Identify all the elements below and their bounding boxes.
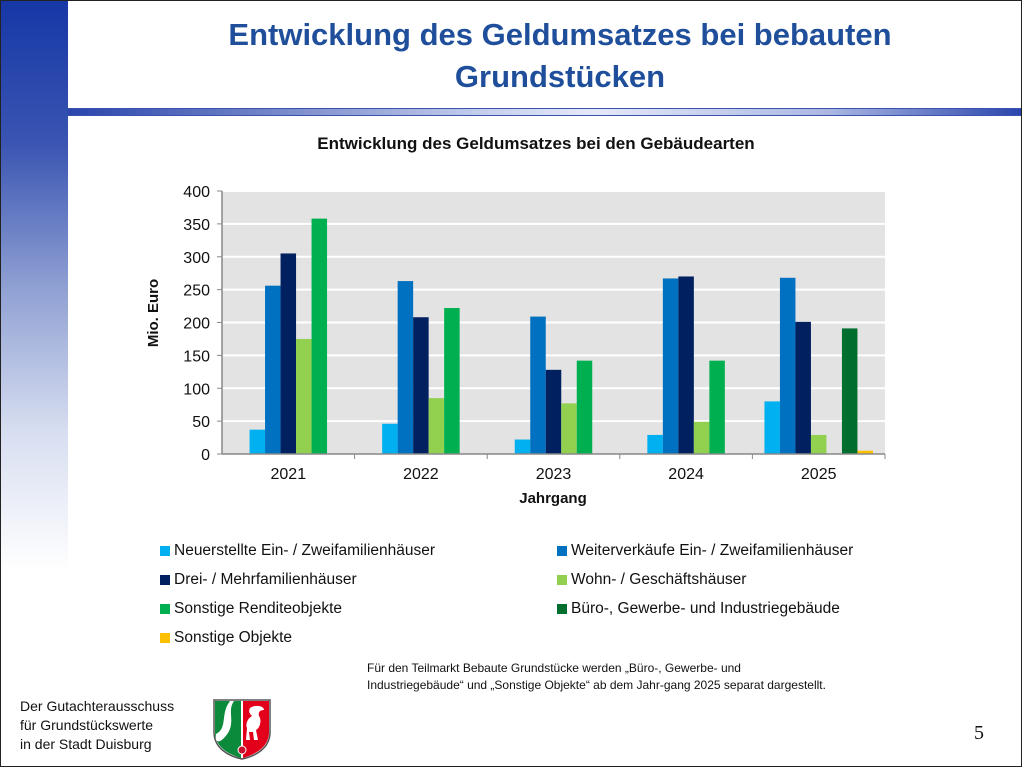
bar-2021-series-4 [311,218,328,454]
org-line3: in der Stadt Duisburg [20,736,152,752]
legend-item: Drei- / Mehrfamilienhäuser [160,571,357,589]
bar-2025-series-5 [841,328,858,454]
legend-swatch [160,546,170,556]
organization-name: Der Gutachterausschuss für Grundstückswe… [20,697,174,754]
bar-2024-series-3 [693,421,710,454]
bar-2022-series-4 [444,308,460,454]
y-axis-label: Mio. Euro [145,279,162,347]
y-tick-label: 150 [183,348,210,365]
legend-item: Sonstige Renditeobjekte [160,600,342,618]
bar-2024-series-1 [662,278,679,454]
y-tick-label: 400 [183,184,210,201]
bar-2021-series-0 [249,429,266,454]
x-tick-label: 2021 [271,466,307,483]
bar-2025-series-0 [764,401,780,454]
legend-item: Weiterverkäufe Ein- / Zweifamilienhäuser [557,542,853,560]
footnote: Für den Teilmarkt Bebaute Grundstücke we… [367,660,826,694]
page-title-line1: Entwicklung des Geldumsatzes bei bebaute… [228,17,892,52]
x-tick-label: 2023 [536,466,572,483]
side-gradient-bar [1,1,68,571]
bar-2021-series-2 [280,253,297,454]
bar-2021-series-3 [296,338,312,454]
page-title-line2: Grundstücken [454,59,666,94]
legend-label: Sonstige Renditeobjekte [174,600,343,617]
footnote-line2: Industriegebäude“ und „Sonstige Objekte“… [367,678,826,692]
y-tick-label: 0 [201,447,210,464]
page-title: Entwicklung des Geldumsatzes bei bebaute… [120,14,1000,98]
bar-2022-series-2 [413,317,429,454]
chart-title: Entwicklung des Geldumsatzes bei den Geb… [317,134,754,153]
bar-2024-series-2 [678,276,694,454]
legend-label: Büro-, Gewerbe- und Industriegebäude [571,600,840,617]
y-tick-label: 200 [183,316,210,333]
y-tick-label: 300 [183,250,210,267]
x-tick-label: 2022 [403,466,439,483]
legend-item: Wohn- / Geschäftshäuser [557,571,746,589]
bar-chart: Entwicklung des Geldumsatzes bei den Geb… [145,134,886,507]
org-line1: Der Gutachterausschuss [20,698,175,714]
bar-2023-series-0 [514,439,531,454]
footnote-line1: Für den Teilmarkt Bebaute Grundstücke we… [367,661,741,675]
bar-2025-series-2 [795,321,811,454]
legend-swatch [557,575,567,585]
legend-item: Neuerstellte Ein- / Zweifamilienhäuser [160,542,435,560]
legend-label: Neuerstellte Ein- / Zweifamilienhäuser [174,542,436,559]
bar-2023-series-4 [576,360,593,454]
y-tick-label: 100 [183,381,210,398]
x-tick-label: 2024 [668,466,704,483]
org-line2: für Grundstückswerte [20,717,154,733]
legend-label: Drei- / Mehrfamilienhäuser [174,571,357,588]
bar-2022-series-3 [428,398,445,454]
bar-2025-series-3 [810,434,827,454]
header-divider [68,108,1021,116]
page-number: 5 [974,722,984,744]
y-tick-label: 250 [183,283,210,300]
legend-swatch [557,546,567,556]
legend-swatch [160,604,170,614]
y-tick-label: 350 [183,217,210,234]
y-tick-label: 50 [192,414,210,431]
legend-item: Büro-, Gewerbe- und Industriegebäude [557,600,840,618]
x-tick-label: 2025 [801,466,837,483]
bar-2023-series-3 [561,403,577,454]
bar-2024-series-0 [647,434,663,454]
x-axis-label: Jahrgang [519,490,587,507]
legend-swatch [160,575,170,585]
bar-2022-series-1 [397,281,414,454]
nrw-coat-of-arms-icon [213,699,271,760]
bar-2024-series-4 [709,360,725,454]
bar-2021-series-1 [265,285,281,454]
bar-2023-series-2 [545,369,562,454]
legend-swatch [557,604,567,614]
bar-2025-series-6 [857,450,873,454]
legend-swatch [160,633,170,643]
bar-2023-series-1 [530,316,546,454]
legend-label: Wohn- / Geschäftshäuser [571,571,747,588]
bar-2025-series-1 [779,277,796,454]
legend-label: Weiterverkäufe Ein- / Zweifamilienhäuser [571,542,854,559]
bar-2022-series-0 [382,423,398,454]
legend-item: Sonstige Objekte [160,629,292,647]
legend-label: Sonstige Objekte [174,629,293,646]
